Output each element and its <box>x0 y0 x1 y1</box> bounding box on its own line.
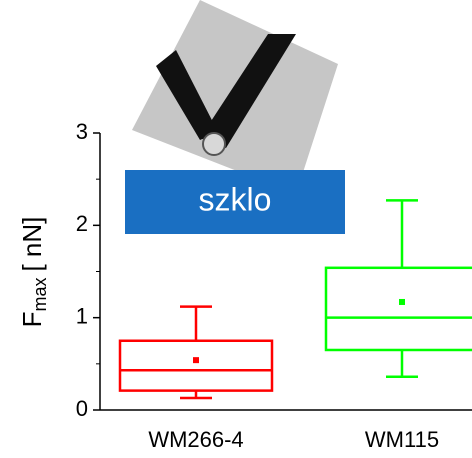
y-tick-label: 3 <box>76 119 88 144</box>
x-tick-label: WM115 <box>365 427 439 452</box>
y-label-sub: max <box>30 278 50 312</box>
box <box>326 268 472 350</box>
y-tick-label: 0 <box>76 396 88 421</box>
y-label-suffix: [ nN] <box>17 217 47 272</box>
box <box>120 341 272 391</box>
y-tick-label: 2 <box>76 211 88 236</box>
annotation: szklo <box>199 181 272 217</box>
x-tick-label: WM266-4 <box>148 427 243 452</box>
bead <box>203 133 225 155</box>
inset-photo: szklo <box>125 0 345 234</box>
y-axis-label: Fmax [ nN] <box>17 217 50 328</box>
y-tick-label: 1 <box>76 303 88 328</box>
chart: szklo Fmax [ nN] 0 1 2 3 WM266-4 WM115 <box>0 0 472 458</box>
mean <box>193 357 199 363</box>
mean <box>399 299 405 305</box>
y-label-main: F <box>17 312 47 328</box>
